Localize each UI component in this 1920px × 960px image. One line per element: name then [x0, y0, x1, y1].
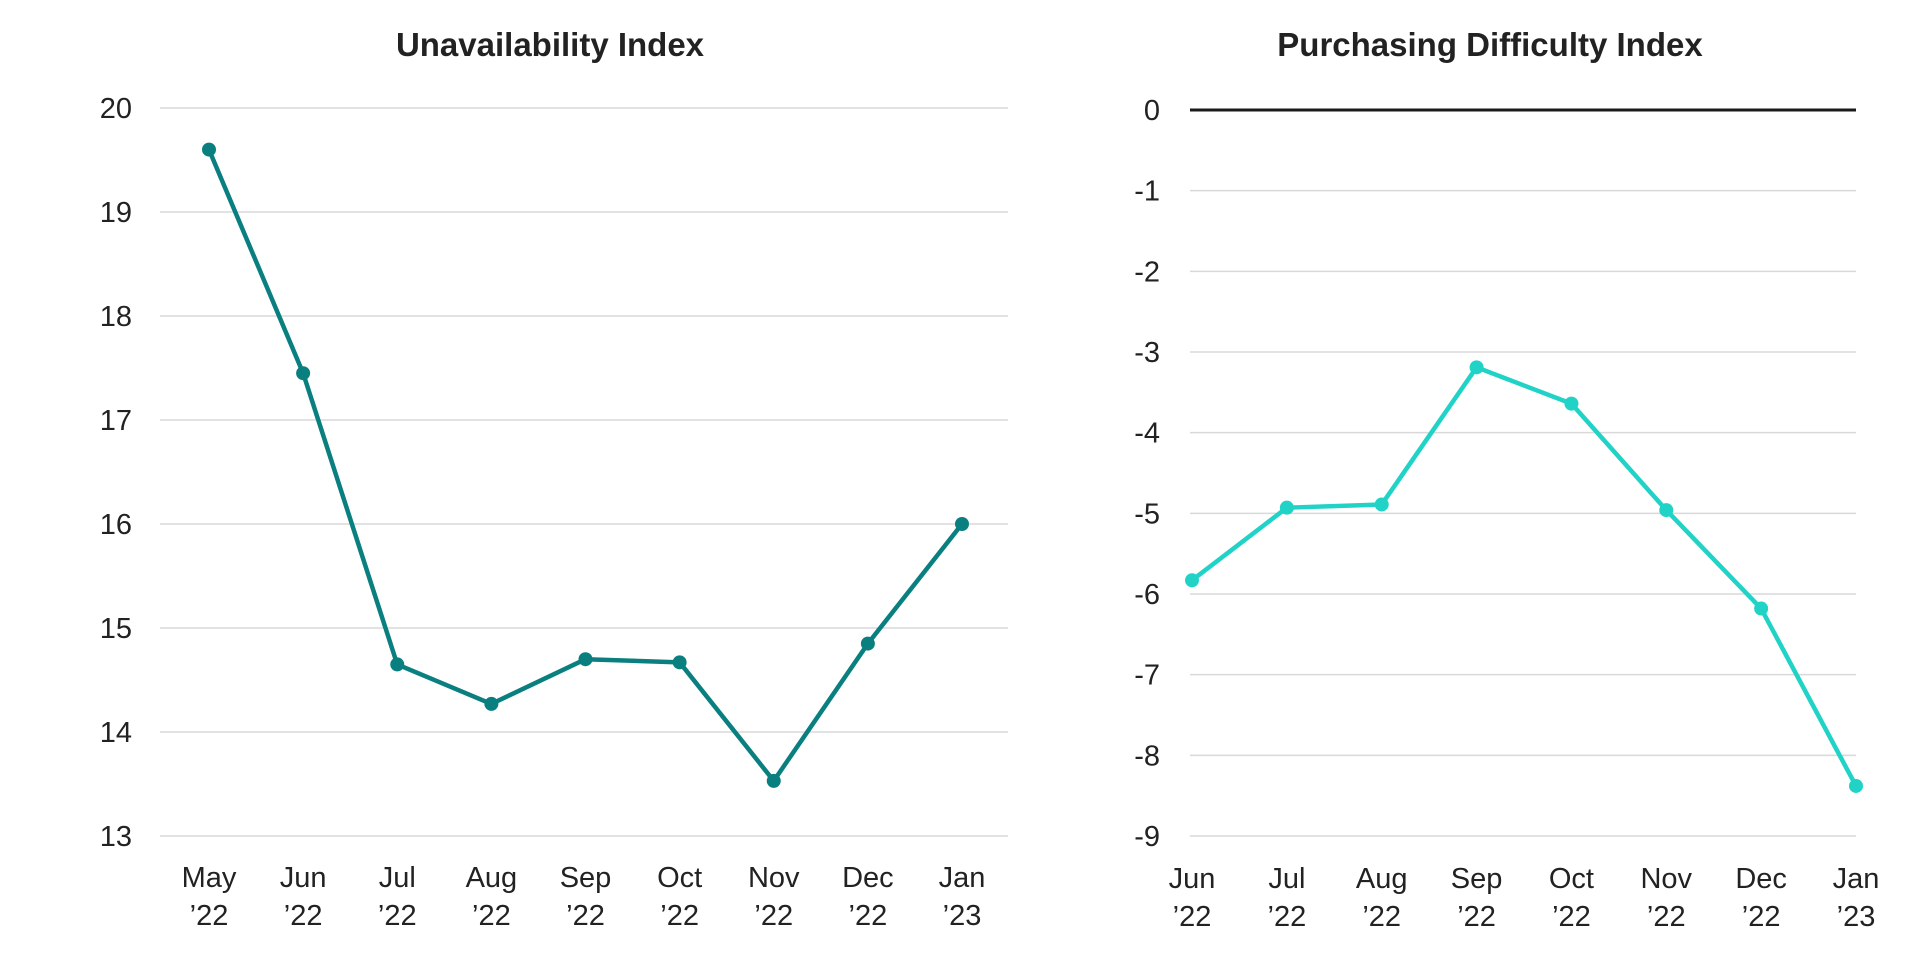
y-tick-label: 15	[100, 613, 132, 645]
y-tick-label: 16	[100, 509, 132, 541]
data-point	[1374, 497, 1389, 512]
y-tick-label: 14	[100, 717, 132, 749]
y-tick-label: -9	[1134, 821, 1160, 853]
x-tick-label: Jan ’23	[1833, 863, 1880, 933]
x-tick-label: Nov ’22	[748, 862, 800, 932]
y-tick-label: -3	[1134, 337, 1160, 369]
purchasing-difficulty-index-chart: Purchasing Difficulty Index 0 -1 -2 -3 -4 -5 -…	[1134, 26, 1880, 933]
data-point	[1279, 500, 1294, 515]
y-tick-label: 20	[100, 93, 132, 125]
x-tick-label: Sep ’22	[1451, 863, 1503, 933]
data-point	[1754, 601, 1769, 616]
data-point	[1659, 503, 1674, 518]
series-line	[206, 147, 965, 784]
x-tick-label: Nov ’22	[1640, 863, 1692, 933]
data-point	[1564, 396, 1579, 411]
y-tick-label: 19	[100, 197, 132, 229]
x-tick-label: Dec ’22	[1735, 863, 1787, 933]
x-tick-label: Aug ’22	[466, 862, 518, 932]
x-tick-label: Oct ’22	[1549, 863, 1594, 933]
data-point	[202, 142, 216, 157]
x-tick-label: Jul ’22	[378, 862, 417, 932]
x-tick-label: Dec ’22	[842, 862, 894, 932]
y-tick-label: 17	[100, 405, 132, 437]
data-point	[1185, 573, 1199, 588]
data-point	[860, 636, 875, 651]
chart-title: Purchasing Difficulty Index	[1277, 26, 1703, 63]
y-tick-label: -2	[1134, 256, 1160, 288]
x-tick-label: Jan ’23	[939, 862, 986, 932]
y-tick-label: -1	[1134, 176, 1160, 208]
y-tick-label: -4	[1134, 418, 1160, 450]
data-point	[578, 652, 593, 667]
data-point	[484, 696, 499, 711]
x-tick-label: Jun ’22	[1169, 863, 1216, 933]
y-tick-label: 18	[100, 301, 132, 333]
x-tick-label: Sep ’22	[560, 862, 612, 932]
series-line	[1189, 365, 1859, 789]
y-tick-label: -7	[1134, 660, 1160, 692]
unavailability-index-chart: Unavailability Index 13 14 15 16 17 18 19 20 Ma…	[100, 26, 1008, 932]
x-tick-label: Jun ’22	[280, 862, 327, 932]
x-tick-label: May ’22	[182, 862, 237, 932]
x-tick-label: Aug ’22	[1356, 863, 1408, 933]
data-point	[766, 773, 781, 788]
y-tick-label: -5	[1134, 498, 1160, 530]
y-tick-label: 13	[100, 821, 132, 853]
chart-title: Unavailability Index	[396, 26, 705, 63]
data-point	[955, 517, 969, 531]
y-tick-label: 0	[1144, 95, 1160, 127]
data-point	[672, 655, 687, 670]
y-tick-label: -8	[1134, 740, 1160, 772]
data-point	[296, 366, 311, 381]
data-point	[1469, 360, 1484, 375]
data-point	[1849, 778, 1863, 793]
x-tick-label: Jul ’22	[1268, 863, 1307, 933]
x-tick-label: Oct ’22	[657, 862, 702, 932]
y-tick-label: -6	[1134, 579, 1160, 611]
data-point	[390, 657, 405, 672]
